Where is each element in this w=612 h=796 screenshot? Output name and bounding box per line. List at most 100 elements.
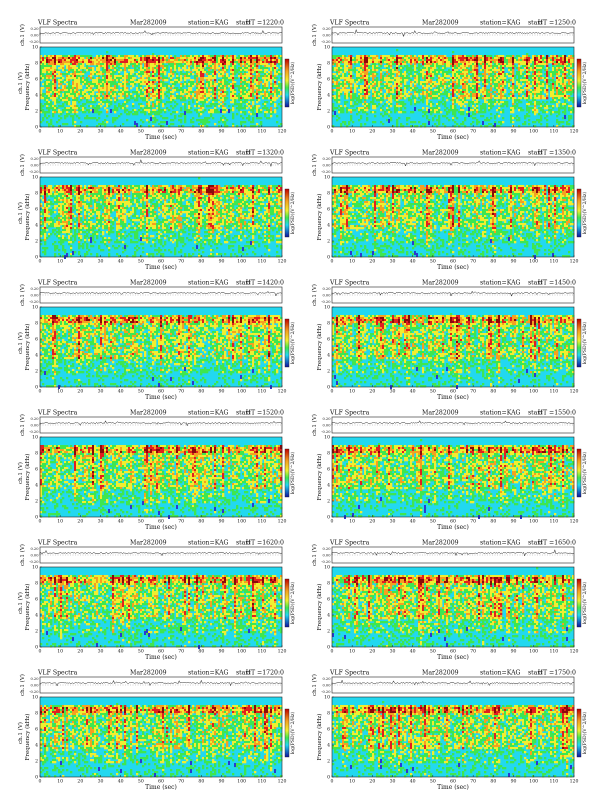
spectrogram-cell [110, 93, 112, 95]
spectrogram-cell [344, 93, 346, 95]
spectrogram-cell [460, 71, 462, 73]
spectrogram-cell [244, 93, 246, 95]
spectrogram-cell [408, 97, 410, 99]
spectrogram-cell [232, 93, 234, 95]
spectrogram-cell [240, 99, 242, 101]
spectrogram-cell [452, 107, 454, 109]
spectrogram-cell [270, 71, 272, 73]
spectrogram-cell [404, 77, 406, 79]
spectrogram-cell [376, 83, 378, 85]
spectrogram-cell [200, 77, 202, 79]
spectrogram-cell [232, 115, 234, 117]
spectrogram-cell [158, 57, 160, 59]
spectrogram-cell [224, 83, 226, 85]
spectrogram-cell [50, 119, 52, 121]
spectrogram-cell [174, 83, 176, 85]
spectrogram-cell [46, 99, 48, 101]
spectrogram-cell [220, 87, 222, 89]
spectrogram-cell [140, 89, 142, 91]
spectrogram-cell [92, 77, 94, 79]
spectrogram-cell [264, 67, 266, 69]
spectrogram-cell [174, 71, 176, 73]
spectrogram-cell [364, 103, 366, 105]
spectrogram-cell [484, 101, 486, 103]
spectrogram-cell [162, 55, 164, 57]
spectrogram-cell [364, 75, 366, 77]
spectrogram-cell [452, 91, 454, 93]
spectrogram-cell [106, 59, 108, 61]
spectrogram-cell [502, 95, 504, 97]
spectrogram-cell [60, 105, 62, 107]
spectrogram-cell [360, 67, 362, 69]
spectrogram-cell [384, 79, 386, 81]
spectrogram-cell [332, 59, 334, 61]
spectrogram-cell [492, 71, 494, 73]
spectrogram-cell [96, 59, 98, 61]
spectrogram-cell [160, 109, 162, 111]
spectrogram-cell [486, 89, 488, 91]
spectrogram-cell [116, 75, 118, 77]
spectrogram-cell [152, 71, 154, 73]
spectrogram-cell [400, 87, 402, 89]
spectrogram-cell [368, 79, 370, 81]
spectrogram-cell [126, 75, 128, 77]
spectrogram-cell [360, 77, 362, 79]
spectrogram-cell [376, 73, 378, 75]
spectrogram-cell [250, 85, 252, 87]
spectrogram-cell [104, 89, 106, 91]
spectrogram-cell [190, 61, 192, 63]
spectrogram-cell [82, 75, 84, 77]
spectrogram-cell [222, 79, 224, 81]
spectrogram-cell [98, 57, 100, 59]
spectrogram-cell [116, 79, 118, 81]
spectrogram-cell [46, 69, 48, 71]
spectrogram-cell [458, 95, 460, 97]
spectrogram-cell [436, 55, 438, 57]
spectrogram-cell [480, 91, 482, 93]
spectrogram-cell [484, 103, 486, 105]
spectrogram-cell [436, 63, 438, 65]
spectrogram-cell [346, 77, 348, 79]
spectrogram-cell [102, 59, 104, 61]
spectrogram-cell [186, 63, 188, 65]
spectrogram-cell [132, 91, 134, 93]
spectrogram-cell [74, 85, 76, 87]
spectrogram-cell [200, 93, 202, 95]
spectrogram-cell [80, 61, 82, 63]
spectrogram-cell [366, 85, 368, 87]
spectrogram-cell [384, 113, 386, 115]
spectrogram-cell [80, 63, 82, 65]
spectrogram-cell [382, 55, 384, 57]
spectrogram-cell [44, 93, 46, 95]
spectrogram-cell [168, 101, 170, 103]
spectrogram-cell [92, 63, 94, 65]
spectrogram-cell [48, 111, 50, 113]
spectrogram-cell [338, 55, 340, 57]
spectrogram-cell [436, 83, 438, 85]
spectrogram-cell [222, 65, 224, 67]
spectrogram-cell [458, 101, 460, 103]
spectrogram-cell [386, 97, 388, 99]
spectrogram-cell [162, 71, 164, 73]
spectrogram-cell [246, 75, 248, 77]
spectrogram-cell [200, 97, 202, 99]
spectrogram-cell [446, 61, 448, 63]
spectrogram-cell [72, 117, 74, 119]
spectrogram-cell [270, 55, 272, 57]
spectrogram-cell [150, 77, 152, 79]
spectrogram-cell [366, 73, 368, 75]
spectrogram-cell [84, 83, 86, 85]
spectrogram-cell [466, 55, 468, 57]
spectrogram-cell [218, 67, 220, 69]
spectrogram-cell [256, 107, 258, 109]
spectrogram-cell [106, 57, 108, 59]
spectrogram-cell [76, 89, 78, 91]
spectrogram-cell [400, 89, 402, 91]
spectrogram-cell [416, 57, 418, 59]
spectrogram-cell [96, 83, 98, 85]
spectrogram-cell [448, 85, 450, 87]
spectrogram-cell [68, 69, 70, 71]
spectrogram-cell [234, 63, 236, 65]
spectrogram-cell [434, 65, 436, 67]
spectrogram-cell [190, 83, 192, 85]
